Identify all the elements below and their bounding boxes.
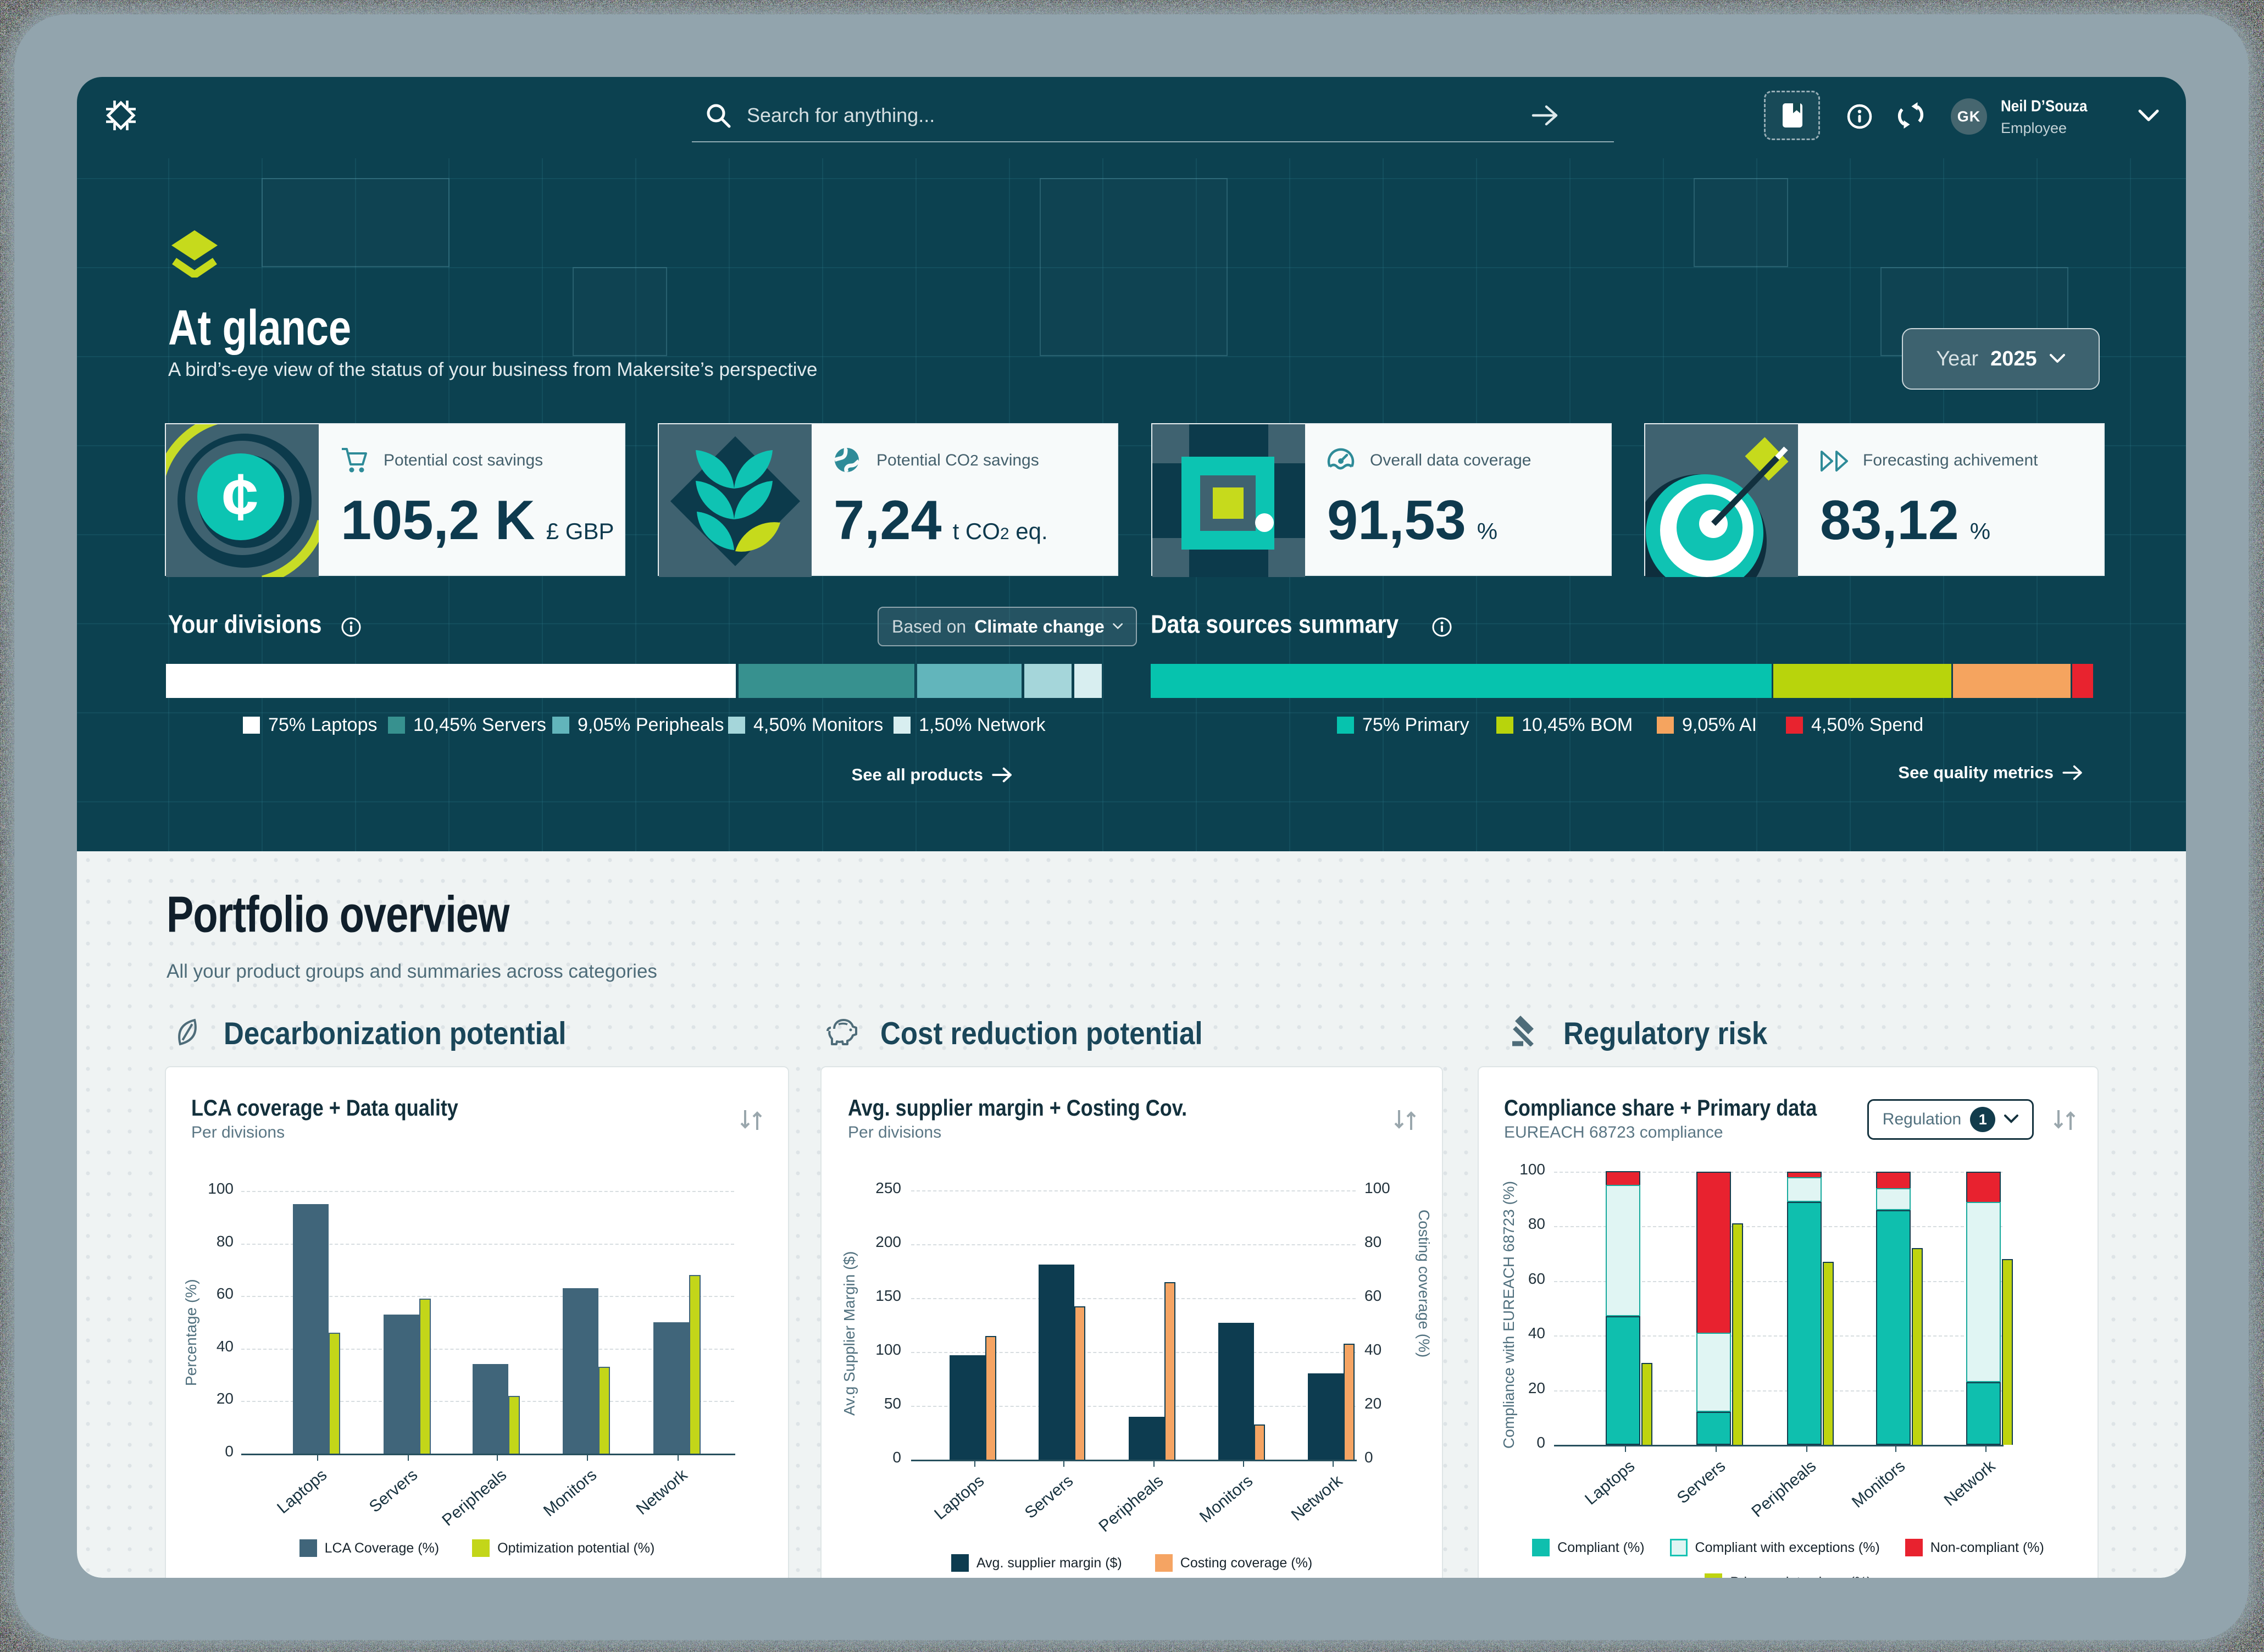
svg-text:¢: ¢ <box>222 460 259 534</box>
